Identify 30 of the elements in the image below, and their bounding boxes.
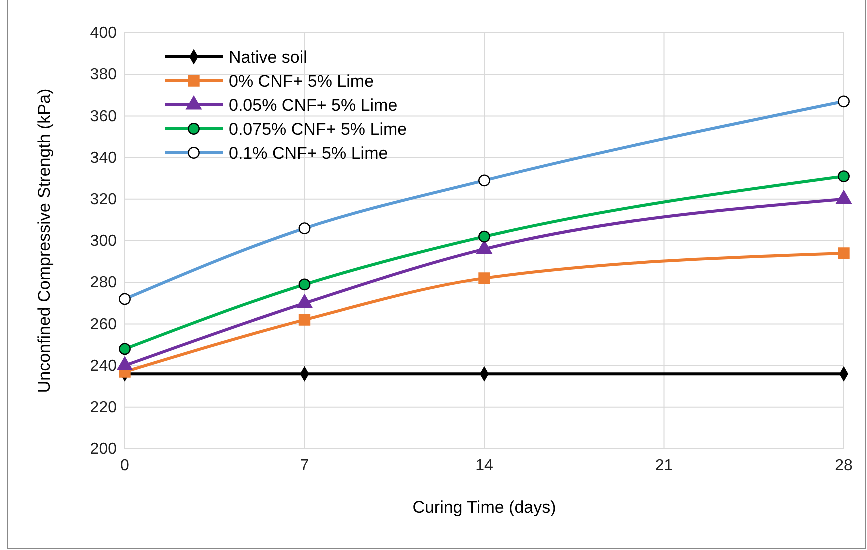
legend-label: 0.075% CNF+ 5% Lime	[229, 120, 408, 139]
point	[838, 248, 850, 260]
y-tick-label: 280	[90, 274, 118, 292]
legend-label: 0% CNF+ 5% Lime	[229, 72, 374, 91]
y-tick-label: 220	[90, 400, 118, 417]
y-tick-label: 240	[90, 358, 118, 375]
y-axis-title: Unconfined Compressive Strength (kPa)	[35, 88, 54, 394]
x-tick-label: 0	[120, 457, 130, 474]
point	[119, 343, 131, 356]
point	[298, 314, 311, 326]
y-tick-label: 320	[90, 192, 118, 209]
point	[478, 272, 490, 284]
y-tick-label: 300	[90, 233, 118, 250]
y-tick-label: 380	[90, 66, 118, 84]
legend-label: 0.05% CNF+ 5% Lime	[229, 96, 398, 115]
legend-label: Native soil	[229, 48, 308, 67]
y-tick-label: 340	[90, 150, 118, 167]
y-tick-label: 400	[90, 25, 118, 42]
y-tick-label: 260	[90, 316, 118, 334]
y-tick-label: 200	[90, 441, 118, 458]
point	[478, 230, 490, 243]
x-axis-title: Curing Time (days)	[412, 498, 556, 517]
x-tick-label: 28	[835, 457, 853, 474]
y-tick-label: 360	[90, 108, 118, 126]
x-tick-label: 7	[300, 457, 310, 474]
x-tick-label: 21	[655, 457, 674, 474]
point	[838, 170, 850, 182]
x-tick-label: 14	[476, 457, 494, 474]
point	[298, 278, 311, 291]
legend-label: 0.1% CNF+ 5% Lime	[229, 144, 388, 163]
